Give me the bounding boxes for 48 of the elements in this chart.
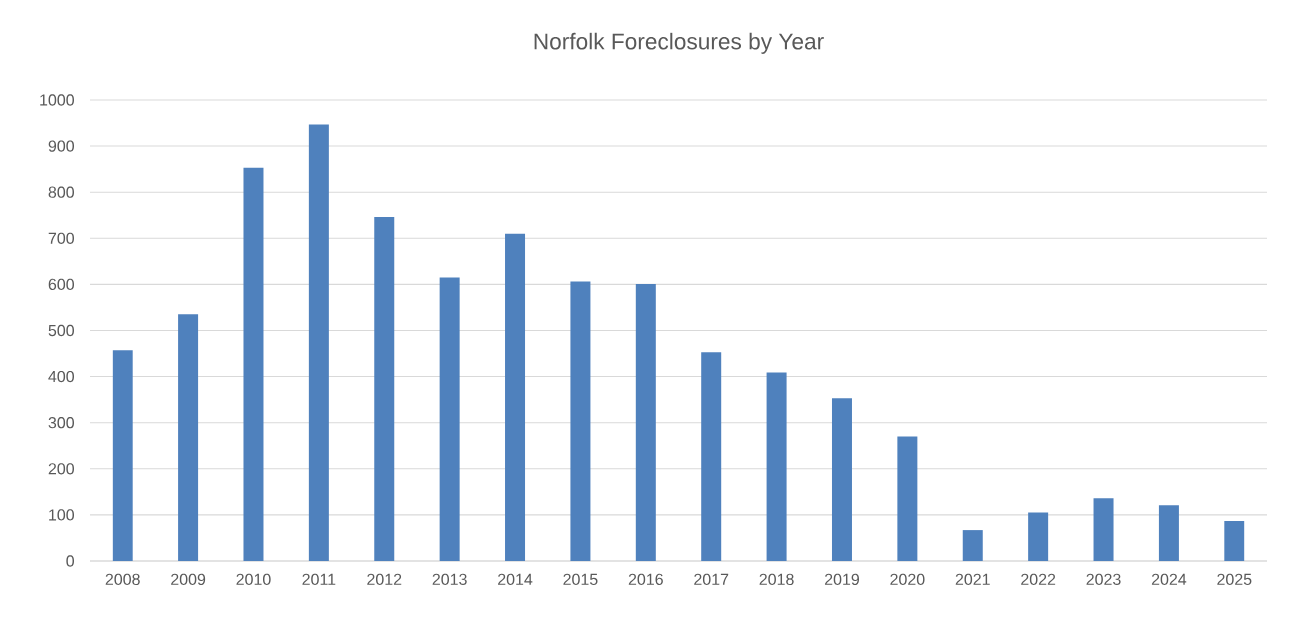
x-tick-label: 2025	[1217, 573, 1252, 586]
y-tick-label: 900	[48, 140, 75, 152]
bar	[374, 217, 395, 561]
y-tick-label: 700	[48, 232, 75, 244]
y-tick-label: 600	[48, 278, 75, 291]
x-tick-label: 2018	[759, 573, 794, 586]
x-tick-label: 2015	[563, 573, 598, 586]
bar	[831, 398, 852, 561]
x-tick-label: 2022	[1021, 573, 1056, 586]
bar	[701, 352, 722, 561]
bar	[897, 436, 918, 561]
x-tick-label: 2010	[236, 573, 271, 586]
bar	[439, 277, 460, 561]
x-tick-label: 2012	[367, 573, 402, 586]
bar	[1093, 498, 1114, 561]
x-tick-label: 2014	[498, 573, 533, 586]
x-tick-label: 2011	[302, 573, 336, 586]
x-tick-label: 2016	[628, 573, 663, 586]
y-tick-label: 800	[48, 186, 75, 198]
x-tick-label: 2009	[171, 573, 206, 586]
chart-title: Norfolk Foreclosures by Year	[534, 32, 824, 54]
bar	[243, 167, 264, 561]
y-tick-label: 1000	[40, 94, 75, 106]
y-tick-label: 300	[48, 417, 75, 429]
bar	[178, 314, 199, 561]
x-tick-label: 2008	[105, 573, 140, 586]
bar	[308, 124, 329, 561]
y-tick-label: 0	[66, 555, 75, 567]
bar	[1224, 520, 1245, 561]
bar	[1028, 512, 1049, 561]
bar	[112, 350, 133, 561]
bar	[766, 372, 787, 561]
bar	[505, 233, 526, 561]
x-tick-label: 2021	[955, 573, 990, 586]
x-tick-label: 2020	[890, 573, 925, 586]
x-tick-label: 2013	[432, 573, 467, 586]
bar	[635, 283, 656, 561]
bar	[1158, 505, 1179, 561]
bar	[962, 530, 983, 561]
y-tick-label: 200	[48, 463, 75, 475]
x-tick-label: 2017	[694, 573, 729, 586]
bar	[570, 281, 591, 561]
y-tick-label: 500	[48, 324, 75, 337]
x-tick-label: 2023	[1086, 573, 1121, 586]
y-tick-label: 100	[49, 509, 75, 521]
y-tick-label: 400	[48, 370, 75, 383]
x-tick-label: 2024	[1151, 573, 1187, 586]
x-tick-label: 2019	[824, 573, 859, 586]
